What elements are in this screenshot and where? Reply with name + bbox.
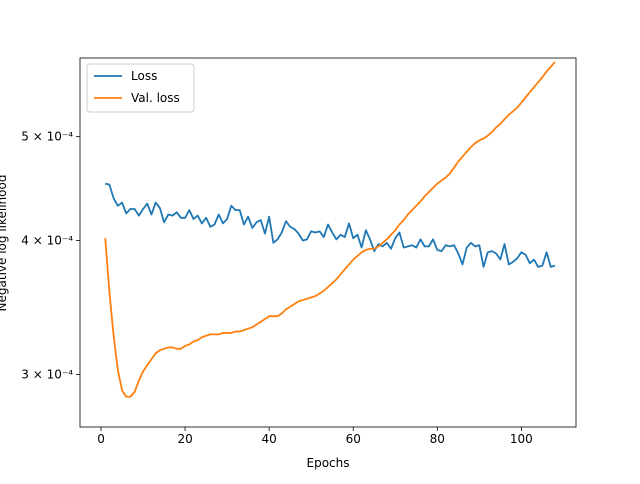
- x-tick-label: 60: [346, 432, 361, 446]
- series-line-loss: [105, 182, 556, 268]
- x-axis-label: Epochs: [307, 456, 350, 470]
- y-axis-label: Negative log likelihood: [0, 175, 9, 312]
- x-tick-label: 80: [430, 432, 445, 446]
- x-tick-label: 0: [97, 432, 105, 446]
- legend: Loss Val. loss: [86, 63, 195, 113]
- series-line-val-loss: [104, 61, 556, 398]
- x-tick-label: 20: [177, 432, 192, 446]
- plot-frame: [79, 57, 577, 428]
- legend-label-val-loss: Val. loss: [131, 91, 180, 105]
- y-tick-label: 4 × 10⁻⁴: [21, 234, 73, 248]
- y-ticks: 3 × 10⁻⁴ 4 × 10⁻⁴ 5 × 10⁻⁴: [21, 130, 80, 381]
- y-tick-label: 5 × 10⁻⁴: [21, 130, 73, 144]
- legend-label-loss: Loss: [131, 69, 157, 83]
- x-tick-label: 40: [262, 432, 277, 446]
- x-ticks: 0 20 40 60 80 100: [97, 427, 533, 446]
- x-tick-label: 100: [510, 432, 533, 446]
- y-tick-label: 3 × 10⁻⁴: [21, 367, 73, 381]
- series-lines: [104, 61, 556, 398]
